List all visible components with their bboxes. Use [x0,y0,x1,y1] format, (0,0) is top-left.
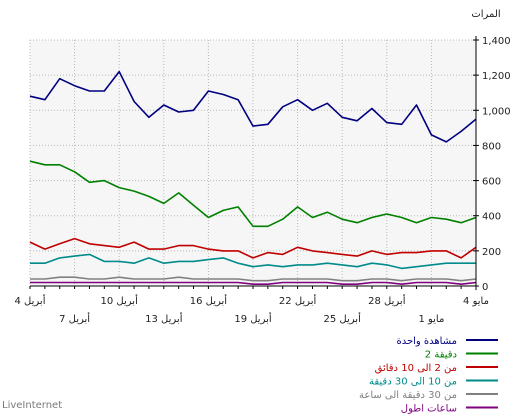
x-tick-label: 7 أبريل [59,312,90,325]
y-tick-label: 1,400 [482,36,511,47]
series-lines [29,70,477,286]
y-tick-label: 1,000 [482,106,511,117]
y-axis-label: المرات [471,9,500,20]
axes [29,36,479,290]
x-tick-label: 25 أبريل [324,312,362,325]
x-tick-label: 19 أبريل [234,312,272,325]
x-tick-label: 10 أبريل [101,294,139,307]
legend-label: 2 دقيقة [425,350,457,361]
series-line [29,70,477,143]
y-tick-label: 0 [482,282,488,293]
legend-label: من 10 الى 30 دقيقة [369,377,457,388]
series-line [29,160,477,228]
series-line [30,276,477,282]
y-tick-label: 400 [482,212,501,223]
y-tick-label: 800 [482,141,501,152]
x-tick-label: 4 أبريل [15,294,46,307]
series-line [30,253,476,270]
x-tick-label: 13 أبريل [145,312,183,325]
legend: مشاهدة واحدة 2 دقيقة من 2 الى 10 دقائق من 1… [359,336,498,415]
legend-label: ساعات اطول [401,404,457,415]
x-tick-label: 28 أبريل [368,294,406,307]
legend-label: من 2 الى 10 دقائق [375,363,457,374]
grid-lines [29,39,477,287]
x-tick-labels: 4 مايو 28 أبريل 22 أبريل 16 أبريل 10 أبريل 4 … [15,294,489,325]
x-tick-label: 22 أبريل [279,294,317,307]
y-tick-labels: 0 200 400 600 800 1,000 1,200 1,400 [482,36,511,293]
x-tick-label: 16 أبريل [190,294,228,307]
legend-label: مشاهدة واحدة [396,336,457,347]
y-tick-label: 1,200 [482,71,511,82]
y-tick-label: 200 [482,247,501,258]
y-tick-label: 600 [482,177,501,188]
x-tick-label: 4 مايو [463,296,489,307]
series-line [29,237,477,259]
legend-label: من 30 دقيقة الى ساعة [359,390,457,401]
x-tick-label: 1 مايو [418,314,444,325]
liveinternet-watermark: LiveInternet [2,400,63,411]
series-line [30,281,477,286]
